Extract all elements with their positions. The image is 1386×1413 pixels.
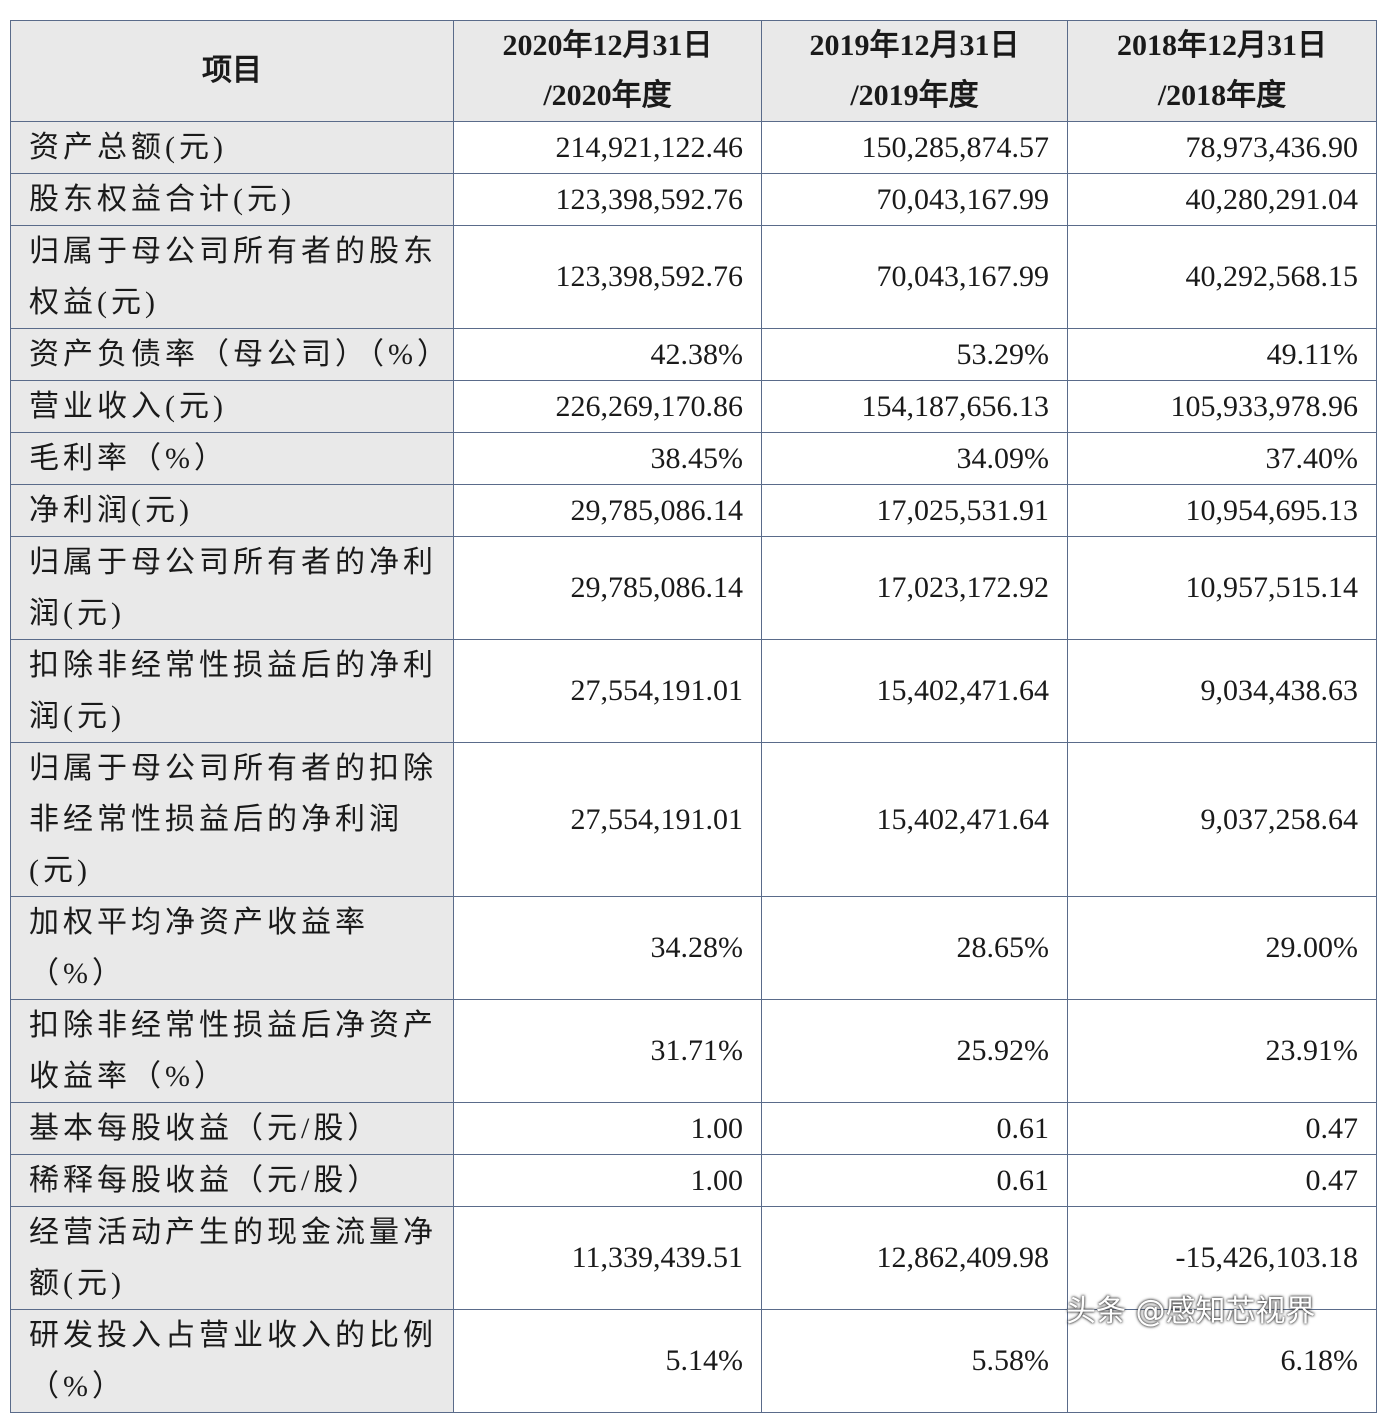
table-row: 资产总额(元) 214,921,122.46 150,285,874.57 78,97… (10, 121, 1377, 174)
table-row: 归属于母公司所有者的扣除非经常性损益后的净利润(元) 27,554,191.01 1… (10, 742, 1377, 897)
value-cell: 0.61 (761, 1102, 1068, 1155)
table-row: 加权平均净资产收益率（%） 34.28% 28.65% 29.00% (10, 896, 1377, 1000)
value-cell: 1.00 (453, 1154, 762, 1207)
value-cell: 105,933,978.96 (1067, 380, 1377, 433)
value-cell: 29,785,086.14 (453, 484, 762, 537)
value-cell: 123,398,592.76 (453, 225, 762, 329)
table-row: 稀释每股收益（元/股） 1.00 0.61 0.47 (10, 1154, 1377, 1207)
data-table: 项目 2020年12月31日/2020年度 2019年12月31日/2019年度 20… (10, 20, 1377, 1413)
header-row: 项目 2020年12月31日/2020年度 2019年12月31日/2019年度 20… (10, 20, 1377, 122)
value-cell: 10,957,515.14 (1067, 536, 1377, 640)
value-cell: 226,269,170.86 (453, 380, 762, 433)
value-cell: 27,554,191.01 (453, 639, 762, 743)
value-cell: 38.45% (453, 432, 762, 485)
table-row: 净利润(元) 29,785,086.14 17,025,531.91 10,954,6… (10, 484, 1377, 537)
label-cell: 稀释每股收益（元/股） (10, 1154, 454, 1207)
label-cell: 归属于母公司所有者的扣除非经常性损益后的净利润(元) (10, 742, 454, 897)
value-cell: 5.58% (761, 1309, 1068, 1413)
value-cell: 10,954,695.13 (1067, 484, 1377, 537)
value-cell: 9,037,258.64 (1067, 742, 1377, 897)
table-row: 归属于母公司所有者的净利润(元) 29,785,086.14 17,023,172.… (10, 536, 1377, 640)
header-cell: 2018年12月31日/2018年度 (1067, 20, 1377, 122)
table-row: 资产负债率（母公司）（%） 42.38% 53.29% 49.11% (10, 328, 1377, 381)
header-cell: 2019年12月31日/2019年度 (761, 20, 1068, 122)
value-cell: 15,402,471.64 (761, 639, 1068, 743)
value-cell: 53.29% (761, 328, 1068, 381)
value-cell: 40,292,568.15 (1067, 225, 1377, 329)
value-cell: 0.47 (1067, 1154, 1377, 1207)
label-cell: 基本每股收益（元/股） (10, 1102, 454, 1155)
value-cell: 34.28% (453, 896, 762, 1000)
value-cell: 9,034,438.63 (1067, 639, 1377, 743)
header-cell: 2020年12月31日/2020年度 (453, 20, 762, 122)
value-cell: 0.61 (761, 1154, 1068, 1207)
value-cell: 31.71% (453, 999, 762, 1103)
value-cell: 25.92% (761, 999, 1068, 1103)
value-cell: 42.38% (453, 328, 762, 381)
table-row: 基本每股收益（元/股） 1.00 0.61 0.47 (10, 1102, 1377, 1155)
table-row: 经营活动产生的现金流量净额(元) 11,339,439.51 12,862,409.… (10, 1206, 1377, 1310)
label-cell: 加权平均净资产收益率（%） (10, 896, 454, 1000)
header-line: 2020年12月31日 (502, 29, 713, 62)
value-cell: 29,785,086.14 (453, 536, 762, 640)
table-row: 股东权益合计(元) 123,398,592.76 70,043,167.99 40,2… (10, 173, 1377, 226)
label-cell: 资产总额(元) (10, 121, 454, 174)
header-line: /2019年度 (850, 79, 979, 112)
label-cell: 经营活动产生的现金流量净额(元) (10, 1206, 454, 1310)
page: 项目 2020年12月31日/2020年度 2019年12月31日/2019年度 20… (10, 20, 1377, 1413)
value-cell: 214,921,122.46 (453, 121, 762, 174)
label-cell: 研发投入占营业收入的比例（%） (10, 1309, 454, 1413)
header-line: /2018年度 (1157, 79, 1287, 112)
table-row: 扣除非经常性损益后的净利润(元) 27,554,191.01 15,402,471.… (10, 639, 1377, 743)
value-cell: 17,025,531.91 (761, 484, 1068, 537)
table-row: 扣除非经常性损益后净资产收益率（%） 31.71% 25.92% 23.91% (10, 999, 1377, 1103)
value-cell: 70,043,167.99 (761, 173, 1068, 226)
header-line: /2020年度 (543, 79, 672, 112)
value-cell: 29.00% (1067, 896, 1377, 1000)
watermark: 头条 @感知芯视界 (1066, 1294, 1316, 1329)
value-cell: 34.09% (761, 432, 1068, 485)
value-cell: 49.11% (1067, 328, 1377, 381)
value-cell: 40,280,291.04 (1067, 173, 1377, 226)
value-cell: 123,398,592.76 (453, 173, 762, 226)
label-cell: 扣除非经常性损益后的净利润(元) (10, 639, 454, 743)
header-line: 2019年12月31日 (809, 29, 1020, 62)
header-line: 2018年12月31日 (1117, 29, 1327, 62)
value-cell: 78,973,436.90 (1067, 121, 1377, 174)
value-cell: 1.00 (453, 1102, 762, 1155)
value-cell: 17,023,172.92 (761, 536, 1068, 640)
label-cell: 营业收入(元) (10, 380, 454, 433)
table-row: 毛利率（%） 38.45% 34.09% 37.40% (10, 432, 1377, 485)
label-cell: 净利润(元) (10, 484, 454, 537)
value-cell: 11,339,439.51 (453, 1206, 762, 1310)
header-text: 项目 (202, 54, 262, 87)
label-cell: 资产负债率（母公司）（%） (10, 328, 454, 381)
label-cell: 毛利率（%） (10, 432, 454, 485)
table-row: 营业收入(元) 226,269,170.86 154,187,656.13 105,9… (10, 380, 1377, 433)
label-cell: 归属于母公司所有者的股东权益(元) (10, 225, 454, 329)
value-cell: 5.14% (453, 1309, 762, 1413)
value-cell: 150,285,874.57 (761, 121, 1068, 174)
label-cell: 扣除非经常性损益后净资产收益率（%） (10, 999, 454, 1103)
header-cell: 项目 (10, 20, 454, 122)
value-cell: 0.47 (1067, 1102, 1377, 1155)
value-cell: 37.40% (1067, 432, 1377, 485)
value-cell: 28.65% (761, 896, 1068, 1000)
value-cell: 70,043,167.99 (761, 225, 1068, 329)
value-cell: 27,554,191.01 (453, 742, 762, 897)
table-row: 归属于母公司所有者的股东权益(元) 123,398,592.76 70,043,16… (10, 225, 1377, 329)
label-cell: 归属于母公司所有者的净利润(元) (10, 536, 454, 640)
label-cell: 股东权益合计(元) (10, 173, 454, 226)
value-cell: 15,402,471.64 (761, 742, 1068, 897)
value-cell: 23.91% (1067, 999, 1377, 1103)
value-cell: 12,862,409.98 (761, 1206, 1068, 1310)
value-cell: 154,187,656.13 (761, 380, 1068, 433)
